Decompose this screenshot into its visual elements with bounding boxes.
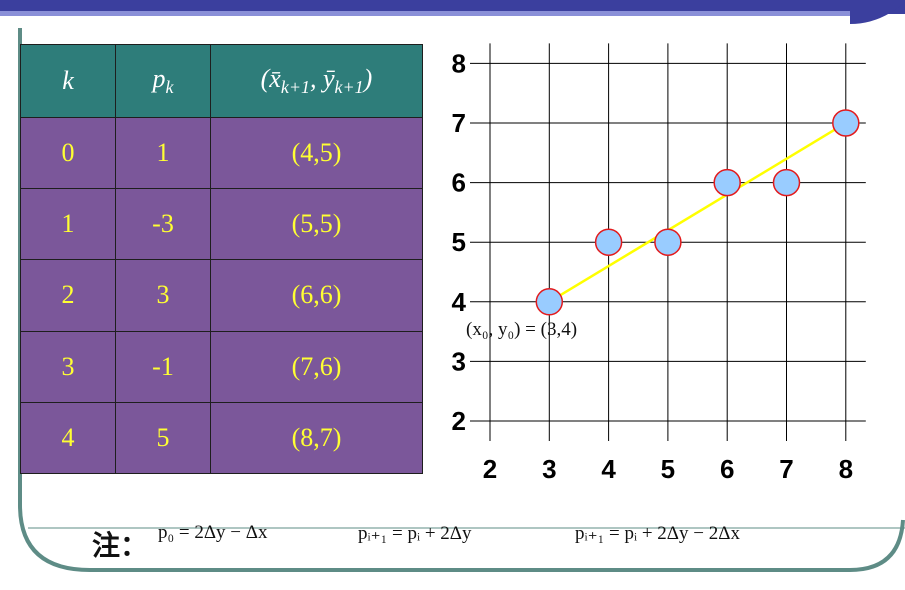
data-point <box>832 109 860 137</box>
cell-pk: -1 <box>115 330 211 403</box>
data-point <box>535 288 564 316</box>
cell-xy: (7,6) <box>210 330 423 403</box>
y-tick-label: 8 <box>452 48 466 78</box>
table-header-row: k pk (x̄k+1, ȳk+1) <box>20 44 423 118</box>
formula-pi-negative: pᵢ₊₁ = pᵢ + 2Δy − 2Δx <box>575 523 740 544</box>
start-point-annotation: (x₀, y₀) = (3,4) <box>466 319 577 340</box>
data-point <box>713 168 741 197</box>
table-row: 4 5 (8,7) <box>20 401 423 475</box>
pk-table: k pk (x̄k+1, ȳk+1) 0 1 (4,5) 1 -3 (5,5) 2 3 (6,6… <box>20 44 423 475</box>
x-tick-label: 7 <box>779 454 793 484</box>
data-point <box>654 228 682 256</box>
y-tick-label: 6 <box>452 168 466 198</box>
cell-pk: 5 <box>115 401 211 475</box>
formula-p0: p₀ = 2Δy − Δx <box>158 522 268 543</box>
cell-k: 3 <box>20 330 116 403</box>
cell-pk: -3 <box>115 188 211 261</box>
header-pk: pk <box>115 44 211 118</box>
top-band <box>0 0 905 14</box>
data-point <box>772 168 801 197</box>
cell-xy: (6,6) <box>210 259 423 332</box>
y-tick-label: 3 <box>452 346 466 376</box>
cell-xy: (8,7) <box>210 401 423 475</box>
fit-line <box>548 121 847 303</box>
y-tick-label: 2 <box>452 406 466 436</box>
header-k: k <box>20 44 116 118</box>
cell-k: 4 <box>20 401 116 475</box>
x-tick-label: 2 <box>483 454 497 484</box>
x-tick-label: 5 <box>661 454 675 484</box>
y-tick-label: 7 <box>452 108 466 138</box>
y-tick-label: 5 <box>452 227 466 257</box>
cell-k: 0 <box>20 116 116 190</box>
y-tick-label: 4 <box>452 287 467 317</box>
x-tick-label: 4 <box>601 454 616 484</box>
cell-pk: 3 <box>115 259 211 332</box>
x-tick-label: 3 <box>542 454 556 484</box>
top-band-light <box>0 11 850 16</box>
table-row: 2 3 (6,6) <box>20 259 423 332</box>
cell-k: 2 <box>20 259 116 332</box>
cell-xy: (4,5) <box>210 116 423 190</box>
header-xy: (x̄k+1, ȳk+1) <box>210 44 423 118</box>
data-point <box>594 228 623 256</box>
frame-border <box>18 28 905 572</box>
x-tick-label: 6 <box>720 454 734 484</box>
table-row: 0 1 (4,5) <box>20 116 423 190</box>
x-tick-label: 8 <box>839 454 853 484</box>
note-label: 注： <box>92 529 149 562</box>
table-row: 3 -1 (7,6) <box>20 330 423 403</box>
table-row: 1 -3 (5,5) <box>20 188 423 261</box>
cell-xy: (5,5) <box>210 188 423 261</box>
formula-pi-positive: pᵢ₊₁ = pᵢ + 2Δy <box>358 523 472 544</box>
top-right-curve <box>850 0 905 24</box>
